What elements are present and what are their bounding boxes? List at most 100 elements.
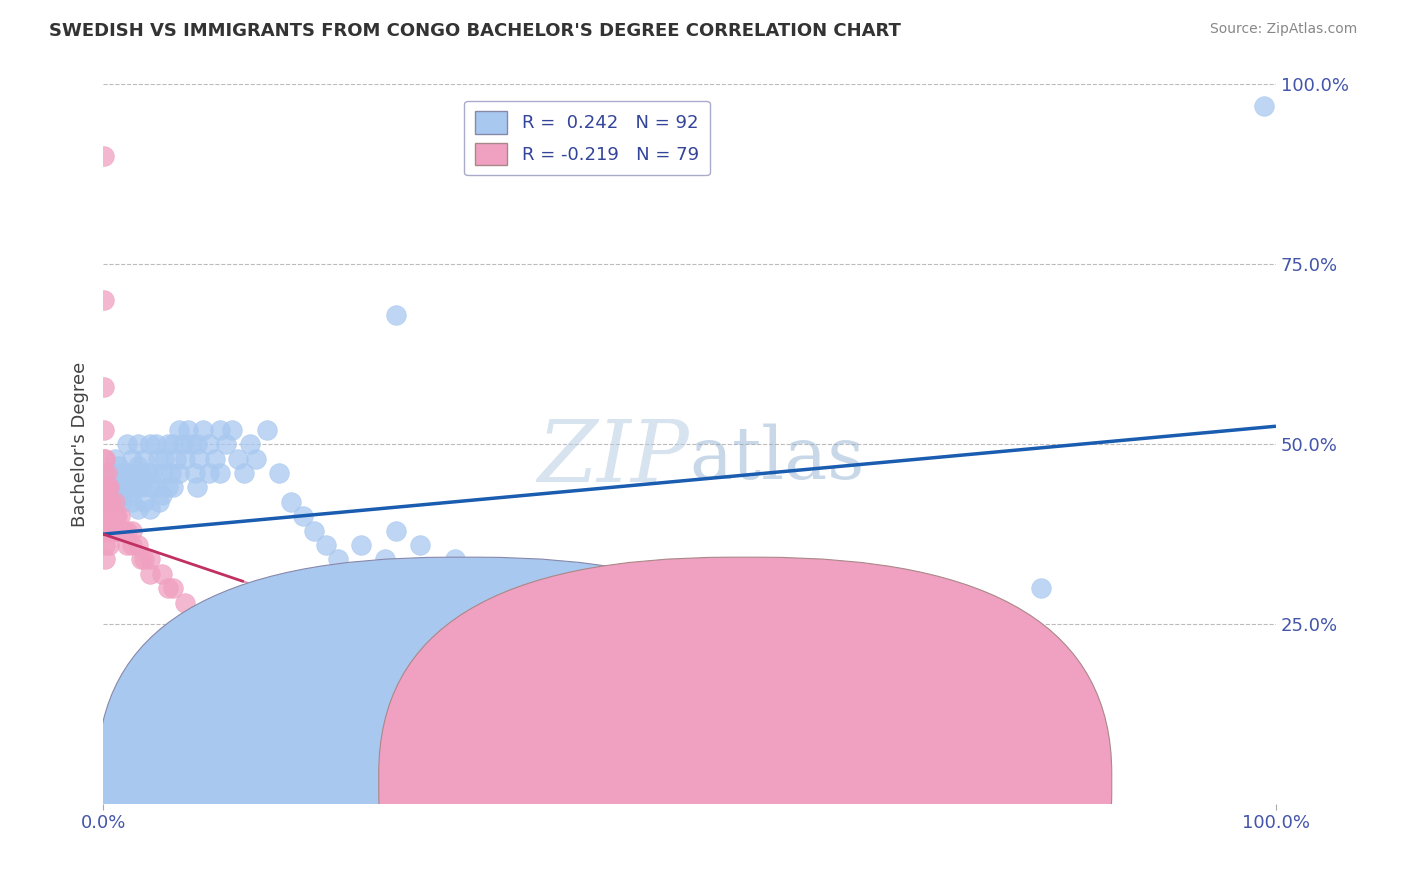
Point: [93, 293, 115, 308]
Point: [169, 423, 191, 437]
Point: [232, 639, 254, 653]
Point: [98, 495, 121, 509]
Point: [129, 466, 152, 480]
Point: [93, 480, 115, 494]
Point: [350, 711, 373, 725]
Point: [537, 595, 560, 609]
Point: [245, 653, 267, 667]
Text: ZIP: ZIP: [537, 417, 689, 500]
Point: [209, 624, 232, 639]
Point: [115, 524, 138, 538]
Point: [150, 487, 173, 501]
Point: [127, 458, 149, 473]
Point: [280, 495, 302, 509]
Point: [160, 466, 183, 480]
Point: [98, 524, 121, 538]
Point: [150, 566, 173, 581]
Point: [94, 495, 117, 509]
Point: [150, 466, 173, 480]
Point: [180, 437, 202, 451]
Point: [139, 437, 162, 451]
Point: [156, 581, 179, 595]
Point: [145, 480, 167, 494]
Point: [737, 595, 759, 609]
Point: [141, 466, 163, 480]
Point: [326, 552, 349, 566]
Point: [105, 509, 128, 524]
Point: [96, 509, 118, 524]
Point: [620, 595, 643, 609]
Point: [115, 487, 138, 501]
Point: [136, 466, 159, 480]
Point: [100, 524, 122, 538]
Point: [385, 725, 408, 739]
Point: [101, 466, 124, 480]
Point: [97, 509, 120, 524]
Point: [93, 423, 115, 437]
FancyBboxPatch shape: [378, 558, 1112, 892]
Point: [148, 451, 170, 466]
Point: [112, 480, 135, 494]
Text: Immigrants from Congo: Immigrants from Congo: [731, 772, 929, 789]
Point: [912, 610, 935, 624]
Point: [174, 595, 197, 609]
Point: [188, 451, 211, 466]
Point: [169, 466, 191, 480]
Point: [97, 524, 120, 538]
Point: [104, 451, 127, 466]
Point: [94, 538, 117, 552]
FancyBboxPatch shape: [97, 558, 831, 892]
Point: [115, 538, 138, 552]
Point: [105, 524, 128, 538]
Point: [162, 480, 184, 494]
Point: [245, 451, 267, 466]
Point: [100, 509, 122, 524]
Point: [134, 451, 156, 466]
Point: [302, 681, 325, 696]
Point: [204, 451, 226, 466]
Point: [134, 495, 156, 509]
Point: [115, 466, 138, 480]
Point: [111, 495, 134, 509]
Point: [796, 610, 818, 624]
Point: [855, 595, 877, 609]
Point: [502, 581, 524, 595]
Point: [186, 480, 208, 494]
Point: [502, 754, 524, 768]
Point: [121, 451, 143, 466]
Point: [145, 437, 167, 451]
Point: [1031, 581, 1053, 595]
Point: [162, 581, 184, 595]
Point: [239, 437, 262, 451]
Point: [94, 509, 117, 524]
Text: atlas: atlas: [689, 424, 865, 494]
Point: [256, 423, 278, 437]
Point: [186, 610, 208, 624]
Point: [129, 552, 152, 566]
Point: [374, 552, 396, 566]
Point: [139, 480, 162, 494]
Point: [101, 524, 124, 538]
Point: [121, 524, 143, 538]
Point: [139, 552, 162, 566]
Point: [110, 524, 132, 538]
Point: [1253, 99, 1275, 113]
Point: [183, 466, 205, 480]
Point: [94, 451, 117, 466]
Point: [176, 423, 198, 437]
Point: [139, 502, 162, 516]
Point: [197, 466, 219, 480]
Point: [678, 581, 700, 595]
Point: [350, 538, 373, 552]
Legend: R =  0.242   N = 92, R = -0.219   N = 79: R = 0.242 N = 92, R = -0.219 N = 79: [464, 101, 710, 176]
Point: [209, 466, 232, 480]
Point: [98, 509, 121, 524]
Point: [98, 480, 121, 494]
Point: [98, 538, 121, 552]
Point: [98, 509, 121, 524]
Point: [107, 458, 129, 473]
Point: [420, 739, 443, 754]
Text: Source: ZipAtlas.com: Source: ZipAtlas.com: [1209, 22, 1357, 37]
Point: [267, 667, 290, 681]
Point: [131, 480, 153, 494]
